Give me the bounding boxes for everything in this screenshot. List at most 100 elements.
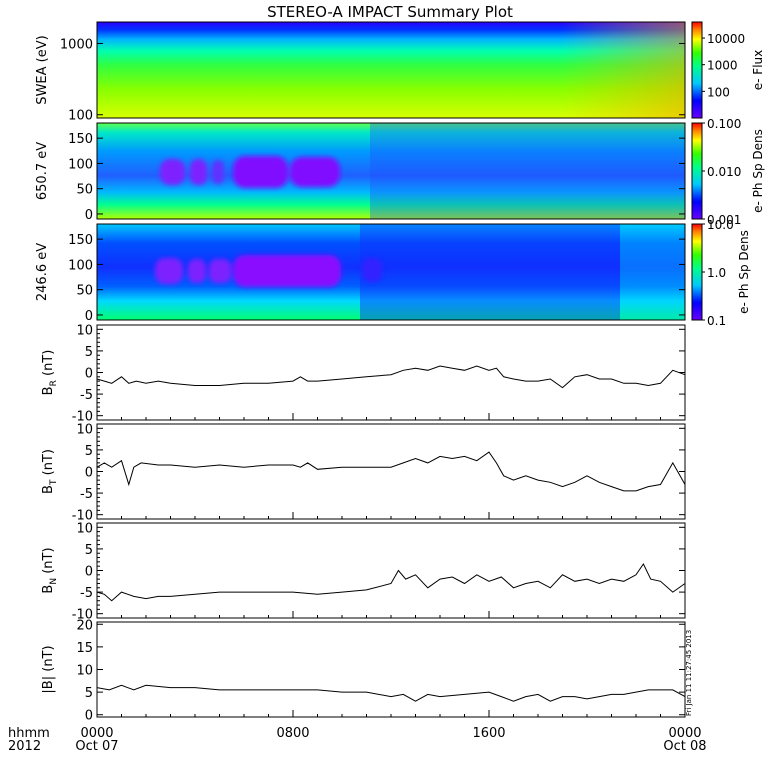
- pad246-low-flux-patch: [209, 259, 231, 283]
- bn-ytick-label: 5: [85, 543, 93, 558]
- spectrogram-ytick-label: 50: [76, 183, 93, 198]
- br-ytick-label: -10: [72, 410, 93, 425]
- br-ytick-label: -5: [80, 388, 93, 403]
- spectrogram-ytick-label: 150: [68, 132, 93, 147]
- bmag-ytick-label: 20: [76, 618, 93, 633]
- bt-ylabel-sub: T: [49, 479, 59, 486]
- timestamp-stamp: Fri Jan 11 11:27:45 2013: [685, 630, 693, 716]
- colorbar-tick-label: 0.001: [707, 213, 741, 227]
- bn-ytick-label: 0: [85, 565, 93, 580]
- pad246-spectrogram-shading: [620, 224, 685, 320]
- pad246-frame: [96, 223, 686, 321]
- pad650-colorbar: 0.001 0.010 0.100 e- Ph Sp Dens: [691, 117, 765, 227]
- bmag-ylabel: |B| (nT): [41, 645, 56, 693]
- colorbar-tick-label: 0.010: [707, 165, 741, 179]
- br-ylabel: BR (nT): [41, 350, 59, 396]
- pad650-low-flux-patch: [233, 156, 288, 188]
- colorbar-tick-label: 1000: [707, 59, 738, 73]
- time-tick-date: Oct 08: [663, 739, 706, 754]
- bt-frame: [96, 423, 686, 520]
- colorbar-tick-label: 100: [707, 85, 730, 99]
- bn-ytick-label: -10: [72, 608, 93, 623]
- bt-ylabel: BT (nT): [41, 449, 59, 494]
- swea-colorbar-title: e- Flux: [751, 50, 765, 90]
- bt-ylabel-main: B: [41, 485, 56, 494]
- bt-series-line: [96, 451, 686, 492]
- bt-ytick-label: -5: [80, 487, 93, 502]
- plot-title: STEREO-A IMPACT Summary Plot: [267, 3, 513, 21]
- spectrogram-ytick-label: 100: [68, 157, 93, 172]
- time-tick-label: 0000: [80, 726, 113, 741]
- bn-ylabel-sub: N: [49, 578, 59, 585]
- pad650-low-flux-patch: [212, 160, 224, 184]
- swea-frame: [96, 21, 686, 119]
- br-series-line: [96, 365, 686, 389]
- time-axis-corner-hhmm: hhmm: [8, 726, 50, 741]
- bmag-series-line: [96, 684, 686, 702]
- bn-ylabel-main: B: [41, 585, 56, 594]
- colorbar-tick-label: 1.0: [707, 266, 726, 280]
- br-frame: [96, 324, 686, 421]
- br-ylabel-sub: R: [49, 380, 59, 386]
- colorbar-tick-label: 10000: [707, 32, 745, 46]
- pad650-low-flux-patch: [160, 159, 185, 185]
- swea-colorbar: 100 1000 10000 e- Flux: [691, 21, 765, 119]
- spectrogram-ytick-label: 100: [68, 258, 93, 273]
- pad246-low-flux-patch: [233, 255, 341, 287]
- pad650-spectrogram-shading: [370, 123, 685, 219]
- bn-ylabel: BN (nT): [41, 547, 59, 593]
- pad650-ylabel: 650.7 eV: [35, 142, 50, 200]
- pad246-ylabel: 246.6 eV: [35, 243, 50, 301]
- pad246-spectrogram-shading: [360, 224, 620, 320]
- bn-panel: -10 -5 0 5 10 BN (nT): [41, 521, 686, 623]
- br-ylabel-unit: (nT): [41, 350, 56, 380]
- pad246-spectrogram: 0 50 100 150 246.6 eV: [35, 223, 686, 324]
- bt-ytick-label: 10: [76, 422, 93, 437]
- bn-ytick-label: 10: [76, 521, 93, 536]
- pad650-spectrogram: 0 50 100 150 650.7 eV: [35, 122, 686, 223]
- bmag-ylabel-main: |B|: [41, 676, 56, 694]
- spectrogram-ytick-label: 100: [68, 109, 93, 124]
- bn-series-line: [96, 563, 686, 602]
- pad246-low-flux-patch: [155, 258, 183, 284]
- br-ylabel-main: B: [41, 386, 56, 395]
- bmag-ylabel-unit: (nT): [41, 645, 56, 675]
- bmag-ytick-label: 5: [85, 686, 93, 701]
- bt-ytick-label: -10: [72, 509, 93, 524]
- pad246-colorbar-title: e- Ph Sp Dens: [737, 230, 751, 314]
- bt-ylabel-unit: (nT): [41, 449, 56, 479]
- spectrogram-ytick-label: 1000: [60, 37, 93, 52]
- pad650-low-flux-patch: [290, 157, 340, 187]
- time-tick-label: 1600: [472, 726, 505, 741]
- pad650-frame: [96, 122, 686, 220]
- spectrogram-ytick-label: 150: [68, 233, 93, 248]
- br-panel: -10 -5 0 5 10 BR (nT): [41, 323, 686, 425]
- bmag-ytick-label: 0: [85, 709, 93, 724]
- bmag-ytick-label: 15: [76, 641, 93, 656]
- spectrogram-ytick-label: 50: [76, 284, 93, 299]
- colorbar-tick-label: 10.0: [707, 218, 734, 232]
- bt-ytick-label: 0: [85, 466, 93, 481]
- bt-panel: -10 -5 0 5 10 BT (nT): [41, 422, 686, 524]
- bmag-ytick-label: 10: [76, 664, 93, 679]
- time-tick-label: 0000: [668, 726, 701, 741]
- bt-ytick-label: 5: [85, 444, 93, 459]
- br-ytick-label: 0: [85, 367, 93, 382]
- br-ytick-label: 5: [85, 345, 93, 360]
- bmag-panel: 0 5 10 15 20 |B| (nT): [41, 618, 686, 724]
- swea-ylabel: SWEA (eV): [35, 35, 50, 104]
- spectrogram-ytick-label: 0: [85, 208, 93, 223]
- colorbar-tick-label: 0.1: [707, 314, 726, 328]
- bn-ylabel-unit: (nT): [41, 547, 56, 577]
- bmag-frame: [96, 621, 686, 718]
- pad246-low-flux-patch: [188, 259, 206, 283]
- pad650-low-flux-patch: [190, 159, 207, 185]
- spectrogram-ytick-label: 0: [85, 309, 93, 324]
- bn-frame: [96, 522, 686, 619]
- swea-spectrogram-shading: [560, 22, 685, 118]
- time-tick-label: 0800: [276, 726, 309, 741]
- bn-ytick-label: -5: [80, 586, 93, 601]
- colorbar-tick-label: 0.100: [707, 117, 741, 131]
